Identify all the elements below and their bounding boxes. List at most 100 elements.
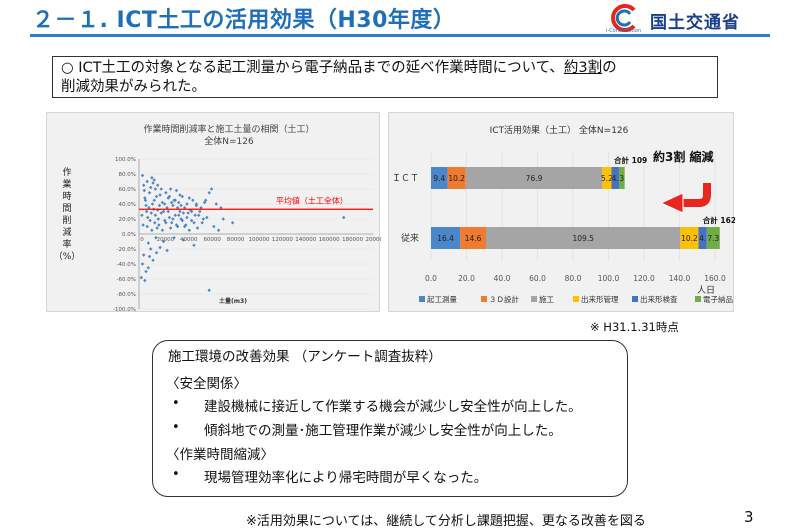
scatter-subtitle: 全体N=126 [204, 135, 254, 147]
bar-chart-x-tick-label: 160.0 [704, 274, 726, 283]
scatter-point [174, 188, 179, 193]
scatter-point [141, 253, 146, 257]
scatter-point [180, 218, 184, 223]
legend-label: 施工 [539, 294, 554, 304]
survey-heading-safety: 〈安全関係〉 [166, 376, 247, 392]
scatter-y-tick-label: -20.0% [117, 247, 136, 253]
scatter-point [230, 221, 235, 225]
scatter-point [195, 226, 200, 230]
ministry-name: 国土交通省 [650, 13, 740, 33]
bar-data-label: 109.5 [572, 234, 594, 243]
bar-chart-legend: 起工測量 ３Ｄ設計 施工 出来形管理 出来形検査 電子納品 [419, 294, 733, 304]
bar-data-label: 10.2 [448, 174, 465, 183]
scatter-y-axis-label: 作業時間削減率（%） [54, 166, 81, 262]
scatter-y-tick-label: 20.0% [119, 217, 136, 223]
bar-segment [460, 227, 487, 249]
scatter-point [157, 203, 162, 208]
scatter-point [171, 203, 175, 208]
scatter-point [171, 217, 175, 221]
scatter-y-label-char: 作 [62, 166, 71, 178]
bar-data-label: 16.4 [437, 234, 454, 243]
bar-segment [602, 167, 612, 189]
scatter-point [173, 198, 177, 202]
scatter-point [179, 203, 183, 208]
scatter-y-tick-label: -40.0% [117, 262, 136, 268]
bar-data-label: 10.2 [681, 234, 698, 243]
scatter-point [153, 187, 158, 191]
scatter-point [165, 248, 169, 253]
scatter-point [148, 218, 152, 223]
scatter-point [167, 194, 172, 199]
scatter-title: 作業時間削減率と施工土量の相関（土工） [143, 123, 314, 135]
scatter-point [150, 176, 154, 180]
scatter-point [141, 183, 146, 187]
scatter-x-tick-label: 120000 [272, 237, 293, 243]
scatter-point [182, 224, 187, 229]
legend-label: 電子納品 [703, 294, 733, 304]
survey-item: 傾斜地での測量･施工管理作業が減少し安全性が向上した。 [204, 423, 562, 439]
legend-swatch [531, 296, 537, 302]
scatter-point [187, 228, 192, 232]
i-construction-logo [611, 4, 636, 32]
scatter-point [189, 218, 194, 223]
scatter-point [168, 226, 173, 230]
page-title: ２－１. ICT土工の活用効果（H30年度） [32, 8, 456, 33]
bar-data-label: 3 [619, 174, 624, 183]
legend-swatch [419, 296, 425, 302]
scatter-point [154, 251, 159, 255]
bar-total-label: 合計 109 [614, 155, 647, 165]
title-underline [30, 34, 770, 37]
scatter-point [203, 198, 208, 202]
scatter-point [185, 215, 189, 220]
scatter-point [149, 211, 153, 215]
bar-chart-x-axis-label: 人日 [697, 285, 715, 296]
scatter-point [154, 236, 158, 240]
scatter-point [160, 228, 165, 232]
bar-chart-panel: ICT活用効果（土工） 全体N=126 0.0 20.0 40.0 60.0 80.0 1… [388, 112, 749, 312]
scatter-point [194, 202, 199, 206]
scatter-point [147, 254, 152, 259]
scatter-point [160, 200, 165, 205]
scatter-x-tick-label: 80000 [227, 237, 245, 243]
survey-heading-time: 〈作業時間縮減〉 [166, 447, 274, 463]
bar-chart-totals: 合計 109 合計 162．4 [614, 155, 749, 225]
bar-data-label: 4. [699, 234, 706, 243]
scatter-point [139, 275, 144, 280]
scatter-point [177, 213, 181, 217]
scatter-point [141, 223, 145, 227]
scatter-point [159, 211, 163, 215]
scatter-point [153, 213, 158, 217]
scatter-y-tick-label: 40.0% [119, 202, 136, 208]
scatter-point [146, 215, 150, 220]
bar-segment [680, 227, 699, 249]
scatter-point [156, 217, 161, 221]
bar-data-label: 5.2 [601, 174, 613, 183]
legend-label: 出来形検査 [640, 294, 678, 304]
bar-data-label: 14.6 [465, 234, 482, 243]
bar-chart-x-ticks: 0.0 20.0 40.0 60.0 80.0 100.0 120.0 140.0 160.0 [425, 274, 726, 283]
scatter-x-tick-label: 100000 [249, 237, 270, 243]
scatter-y-tick-label: -60.0% [117, 277, 136, 283]
bar-chart-categories: ＩＣＴ 従来 [392, 174, 419, 244]
scatter-point [207, 191, 211, 195]
scatter-point [164, 191, 168, 195]
summary-prefix: ○ ICT土工の対象となる起工測量から電子納品までの延べ作業時間について、 [61, 60, 564, 76]
scatter-point [165, 206, 169, 210]
scatter-point [152, 198, 156, 202]
scatter-x-ticks: 0 20000 40000 60000 80000 100000 120000 140000 1… [140, 237, 387, 243]
scatter-point [147, 191, 152, 195]
scatter-point [174, 223, 179, 227]
scatter-y-ticks: 100.0% 80.0% 60.0% 40.0% 20.0% 0.0% -20.0% -40.… [113, 157, 136, 313]
scatter-point [177, 200, 181, 205]
scatter-point [173, 213, 177, 217]
scatter-point [143, 278, 147, 283]
bar-chart-title: ICT活用効果（土工） 全体N=126 [490, 124, 629, 136]
legend-swatch [573, 296, 579, 302]
bar-chart-x-tick-label: 20.0 [458, 274, 475, 283]
scatter-point [159, 187, 163, 191]
scatter-point [152, 178, 156, 182]
scatter-point [175, 206, 180, 210]
legend-swatch [481, 296, 487, 302]
logo-tag: i-Construction [606, 28, 642, 34]
bullet-icon: • [172, 396, 180, 411]
